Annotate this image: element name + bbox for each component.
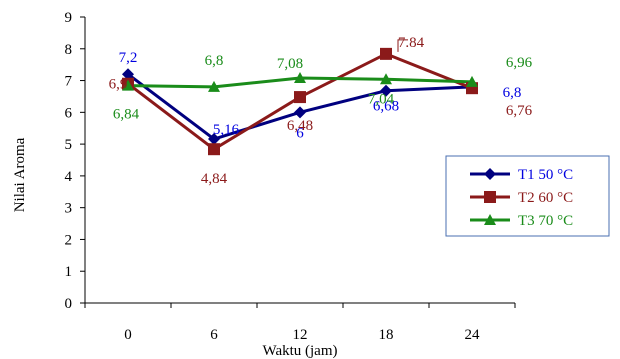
data-label: 7,2 (119, 50, 138, 66)
y-axis-ticks: 0 1 2 3 4 5 6 7 8 9 (65, 10, 85, 312)
data-label: 6,84 (113, 107, 140, 123)
legend-marker (484, 168, 496, 180)
data-label: 6 (296, 125, 304, 141)
series-3-marker (294, 72, 306, 84)
series-2-marker (208, 143, 220, 156)
data-label: 6,48 (287, 118, 313, 134)
data-label: 5,16 (213, 122, 240, 138)
series-2-marker (294, 91, 306, 104)
legend-marker (484, 214, 496, 225)
y-tick-label: 5 (65, 137, 73, 153)
x-axis-title: Waktu (jam) (262, 343, 337, 359)
data-label: 7.84 (398, 35, 425, 51)
y-tick-label: 9 (65, 10, 73, 26)
legend: T1 50 °C T2 60 °C T3 70 °C (445, 155, 610, 237)
y-tick-label: 6 (65, 105, 73, 121)
series-1-marker (380, 84, 392, 97)
legend-entry-label: T2 60 °C (518, 190, 573, 206)
x-tick-label: 6 (210, 327, 218, 343)
data-label: 7,04 (368, 91, 395, 107)
y-tick-label: 3 (65, 201, 73, 217)
x-tick-label: 24 (465, 327, 481, 343)
y-tick-label: 0 (65, 296, 73, 312)
y-tick-label: 8 (65, 42, 73, 58)
data-labels: 7,2 5,16 6 6,68 6,8 6,9 4,84 6,48 7.84 6,76 6,84 6,… (109, 35, 533, 187)
data-label: 6,96 (506, 55, 533, 71)
series-markers (122, 47, 478, 156)
x-tick-label: 0 (124, 327, 132, 343)
series-3-marker (380, 73, 392, 85)
series-3-marker (466, 75, 478, 87)
y-tick-label: 2 (65, 232, 73, 248)
series-1-marker (208, 133, 220, 146)
y-tick-label: 1 (65, 264, 73, 280)
series-1-marker (294, 106, 306, 119)
series-2-marker (380, 47, 392, 60)
series-1-marker (122, 68, 134, 81)
data-label: 6,68 (373, 99, 399, 115)
x-tick-label: 12 (293, 327, 308, 343)
data-label: 7,08 (277, 56, 303, 72)
data-label: 6,8 (503, 85, 522, 101)
y-tick-label: 4 (65, 169, 73, 185)
series-3-marker (122, 79, 134, 91)
data-label: 4,84 (201, 171, 228, 187)
data-label: 6,8 (205, 53, 224, 69)
x-axis-ticks: 0 6 12 18 24 (84, 303, 516, 343)
data-label: 6,9 (109, 77, 128, 93)
leader-line (397, 39, 408, 52)
legend-entry-label: T3 70 °C (518, 213, 573, 229)
legend-entry-label: T1 50 °C (518, 167, 573, 183)
data-label: 6,76 (506, 103, 533, 119)
legend-marker (484, 191, 496, 203)
y-axis-title: Nilai Aroma (12, 137, 28, 212)
series-3-marker (208, 80, 220, 92)
y-tick-label: 7 (65, 74, 73, 90)
x-tick-label: 18 (379, 327, 394, 343)
axes (84, 17, 515, 304)
